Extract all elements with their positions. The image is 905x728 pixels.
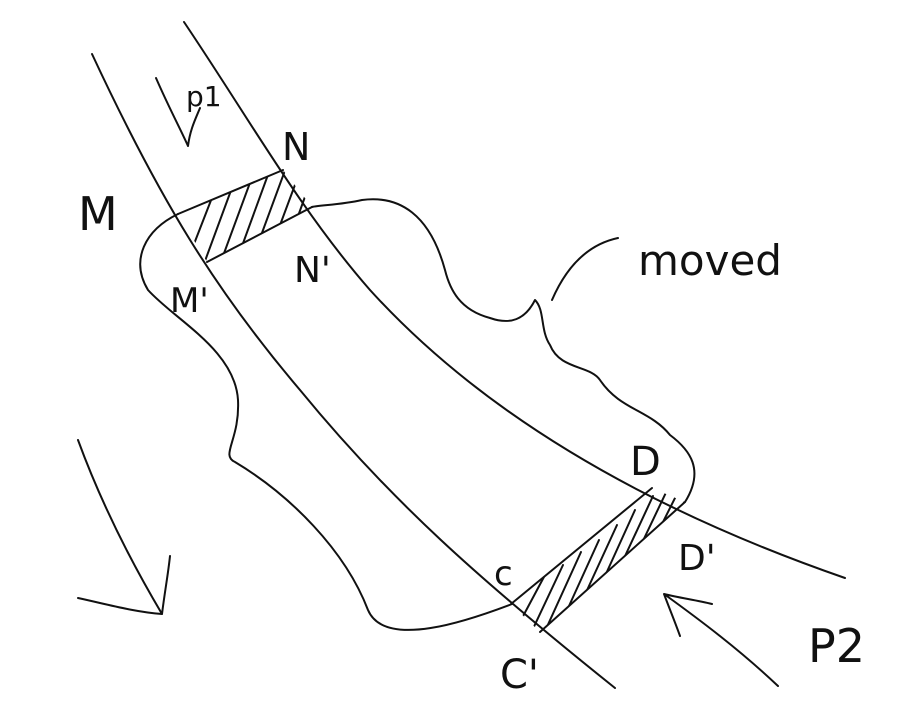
label-C: c bbox=[494, 554, 513, 594]
label-N-prime: N' bbox=[294, 250, 331, 291]
moved-leader-line bbox=[551, 237, 619, 301]
label-M-prime: M' bbox=[170, 281, 209, 321]
arrow-p2 bbox=[663, 593, 779, 687]
label-D-prime: D' bbox=[678, 538, 716, 579]
label-D: D bbox=[630, 439, 661, 485]
arrow-p1 bbox=[155, 77, 201, 147]
section-line-cd bbox=[510, 487, 653, 605]
label-p1: p1 bbox=[186, 80, 222, 113]
arrow-flow-lower-left bbox=[77, 439, 171, 615]
label-N: N bbox=[282, 125, 310, 169]
stream-tube-left-wall bbox=[91, 53, 616, 689]
stream-tube-right-wall bbox=[183, 21, 846, 579]
label-moved: moved bbox=[638, 236, 782, 285]
hatching-bottom bbox=[511, 488, 685, 632]
label-M: M bbox=[78, 187, 118, 241]
control-volume-outline bbox=[139, 198, 696, 631]
section-line-cd-prime bbox=[539, 501, 686, 633]
label-C-prime: C' bbox=[500, 652, 539, 698]
label-p2: P2 bbox=[808, 619, 865, 673]
